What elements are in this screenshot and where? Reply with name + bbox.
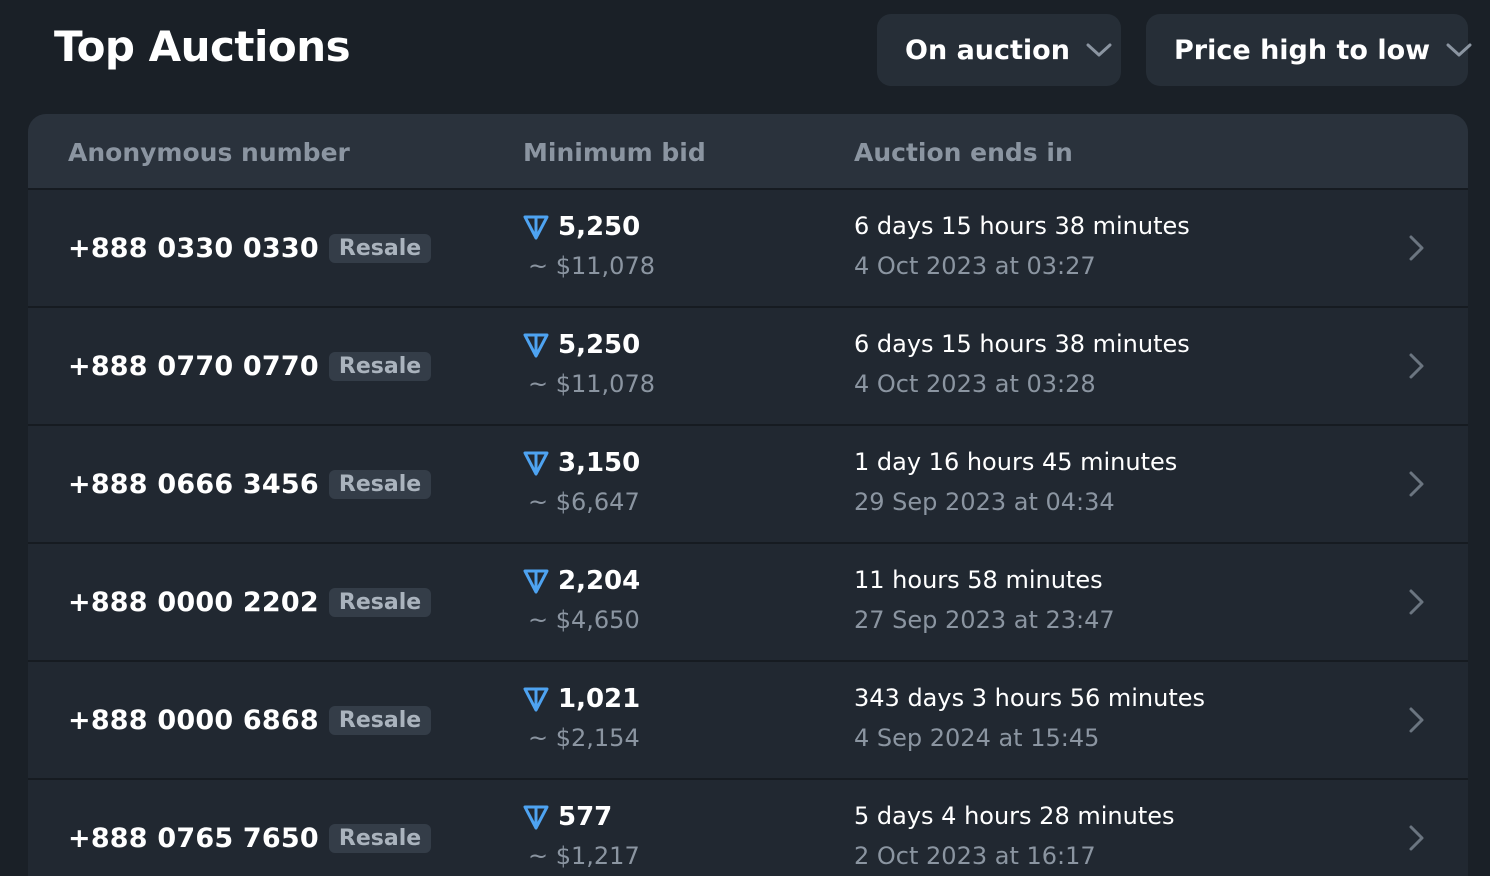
bid-amount: 5,250 [558, 212, 641, 242]
ends-at: 4 Oct 2023 at 03:28 [854, 370, 1096, 398]
phone-number: +888 0666 3456 [68, 468, 319, 500]
number-cell: +888 0666 3456 Resale [68, 426, 432, 542]
sort-label: Price high to low [1174, 34, 1431, 66]
status-filter-dropdown[interactable]: On auction [877, 14, 1121, 86]
min-bid: 3,150 [522, 448, 640, 478]
ton-icon [522, 685, 550, 713]
table-row[interactable]: +888 0000 6868 Resale 1,021 ~ $2,154 343… [28, 660, 1468, 778]
number-cell: +888 0330 0330 Resale [68, 190, 432, 306]
ends-in: 5 days 4 hours 28 minutes [854, 802, 1175, 830]
chevron-down-icon [1086, 40, 1112, 60]
ends-in: 11 hours 58 minutes [854, 566, 1103, 594]
phone-number: +888 0330 0330 [68, 232, 319, 264]
ends-in: 6 days 15 hours 38 minutes [854, 330, 1190, 358]
resale-badge: Resale [328, 233, 432, 263]
min-bid: 1,021 [522, 684, 640, 714]
status-filter-label: On auction [905, 34, 1070, 66]
ends-at: 4 Sep 2024 at 15:45 [854, 724, 1100, 752]
bid-usd: ~ $11,078 [528, 252, 655, 280]
resale-badge: Resale [328, 823, 432, 853]
table-row[interactable]: +888 0770 0770 Resale 5,250 ~ $11,078 6 … [28, 306, 1468, 424]
table-row[interactable]: +888 0666 3456 Resale 3,150 ~ $6,647 1 d… [28, 424, 1468, 542]
table-row[interactable]: +888 0765 7650 Resale 577 ~ $1,217 5 day… [28, 778, 1468, 876]
bid-amount: 3,150 [558, 448, 641, 478]
table-row[interactable]: +888 0330 0330 Resale 5,250 ~ $11,078 6 … [28, 188, 1468, 306]
ton-icon [522, 803, 550, 831]
min-bid: 5,250 [522, 330, 640, 360]
chevron-right-icon[interactable] [1404, 233, 1428, 263]
ends-in: 343 days 3 hours 56 minutes [854, 684, 1206, 712]
bid-usd: ~ $1,217 [528, 842, 640, 870]
resale-badge: Resale [328, 351, 432, 381]
min-bid: 577 [522, 802, 612, 832]
chevron-right-icon[interactable] [1404, 469, 1428, 499]
chevron-right-icon[interactable] [1404, 351, 1428, 381]
number-cell: +888 0000 6868 Resale [68, 662, 432, 778]
bid-amount: 1,021 [558, 684, 641, 714]
chevron-down-icon [1446, 40, 1472, 60]
page-title: Top Auctions [54, 22, 351, 71]
header-anonymous-number: Anonymous number [68, 138, 350, 167]
chevron-right-icon[interactable] [1404, 705, 1428, 735]
phone-number: +888 0000 6868 [68, 704, 319, 736]
bid-usd: ~ $4,650 [528, 606, 640, 634]
phone-number: +888 0000 2202 [68, 586, 319, 618]
ends-at: 27 Sep 2023 at 23:47 [854, 606, 1115, 634]
phone-number: +888 0765 7650 [68, 822, 319, 854]
ton-icon [522, 213, 550, 241]
resale-badge: Resale [328, 469, 432, 499]
auctions-table: Anonymous number Minimum bid Auction end… [28, 114, 1468, 876]
ends-in: 6 days 15 hours 38 minutes [854, 212, 1190, 240]
table-header: Anonymous number Minimum bid Auction end… [28, 114, 1468, 190]
bid-usd: ~ $6,647 [528, 488, 640, 516]
resale-badge: Resale [328, 705, 432, 735]
header-auction-ends: Auction ends in [854, 138, 1073, 167]
ton-icon [522, 567, 550, 595]
header-minimum-bid: Minimum bid [523, 138, 706, 167]
chevron-right-icon[interactable] [1404, 823, 1428, 853]
min-bid: 5,250 [522, 212, 640, 242]
sort-dropdown[interactable]: Price high to low [1146, 14, 1472, 86]
phone-number: +888 0770 0770 [68, 350, 319, 382]
ends-at: 4 Oct 2023 at 03:27 [854, 252, 1096, 280]
ends-in: 1 day 16 hours 45 minutes [854, 448, 1178, 476]
resale-badge: Resale [328, 587, 432, 617]
number-cell: +888 0770 0770 Resale [68, 308, 432, 424]
bid-usd: ~ $11,078 [528, 370, 655, 398]
ends-at: 2 Oct 2023 at 16:17 [854, 842, 1096, 870]
number-cell: +888 0765 7650 Resale [68, 780, 432, 876]
table-row[interactable]: +888 0000 2202 Resale 2,204 ~ $4,650 11 … [28, 542, 1468, 660]
ton-icon [522, 449, 550, 477]
chevron-right-icon[interactable] [1404, 587, 1428, 617]
bid-amount: 2,204 [558, 566, 641, 596]
ends-at: 29 Sep 2023 at 04:34 [854, 488, 1115, 516]
ton-icon [522, 331, 550, 359]
min-bid: 2,204 [522, 566, 640, 596]
bid-usd: ~ $2,154 [528, 724, 640, 752]
bid-amount: 5,250 [558, 330, 641, 360]
number-cell: +888 0000 2202 Resale [68, 544, 432, 660]
bid-amount: 577 [558, 802, 613, 832]
